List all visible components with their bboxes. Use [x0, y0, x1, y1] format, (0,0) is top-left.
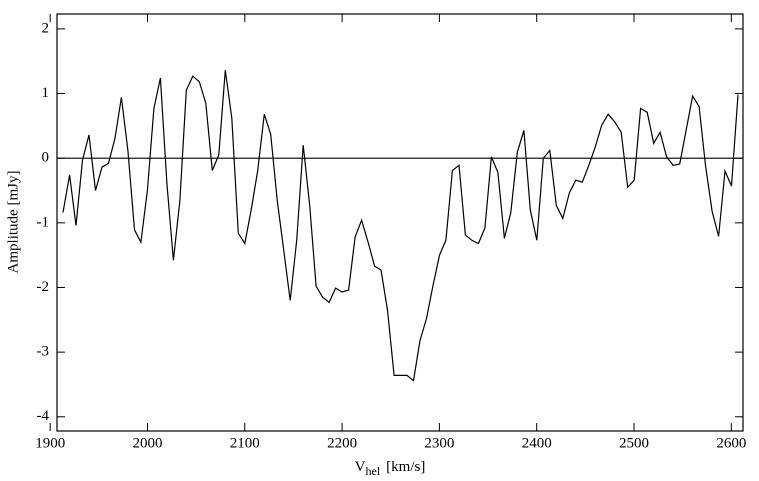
- y-tick-label: -1: [37, 214, 50, 230]
- x-label-main: V: [355, 459, 366, 475]
- x-tick-label: 1900: [35, 435, 65, 451]
- y-tick-label: 1: [42, 85, 50, 101]
- x-label-sub: hel: [366, 464, 381, 478]
- plot-frame: [56, 13, 744, 432]
- x-label-unit: [km/s]: [386, 459, 425, 475]
- x-tick-label: 2000: [132, 435, 162, 451]
- y-tick-label: -3: [37, 344, 50, 360]
- x-tick-label: 2400: [522, 435, 552, 451]
- y-tick-label: 0: [42, 150, 50, 166]
- y-tick-label: -4: [37, 408, 50, 424]
- spectrum-line: [62, 70, 739, 382]
- x-tick-label: 2600: [716, 435, 746, 451]
- x-tick-label: 2500: [619, 435, 649, 451]
- x-tick-label: 2300: [424, 435, 454, 451]
- x-tick-label: 2100: [230, 435, 260, 451]
- y-axis-label: Amplitude [mJy]: [5, 171, 21, 274]
- y-tick-label: -2: [37, 279, 50, 295]
- y-tick-label: 2: [42, 20, 50, 36]
- x-tick-label: 2200: [327, 435, 357, 451]
- x-axis-label: Vhel [km/s]: [355, 459, 426, 477]
